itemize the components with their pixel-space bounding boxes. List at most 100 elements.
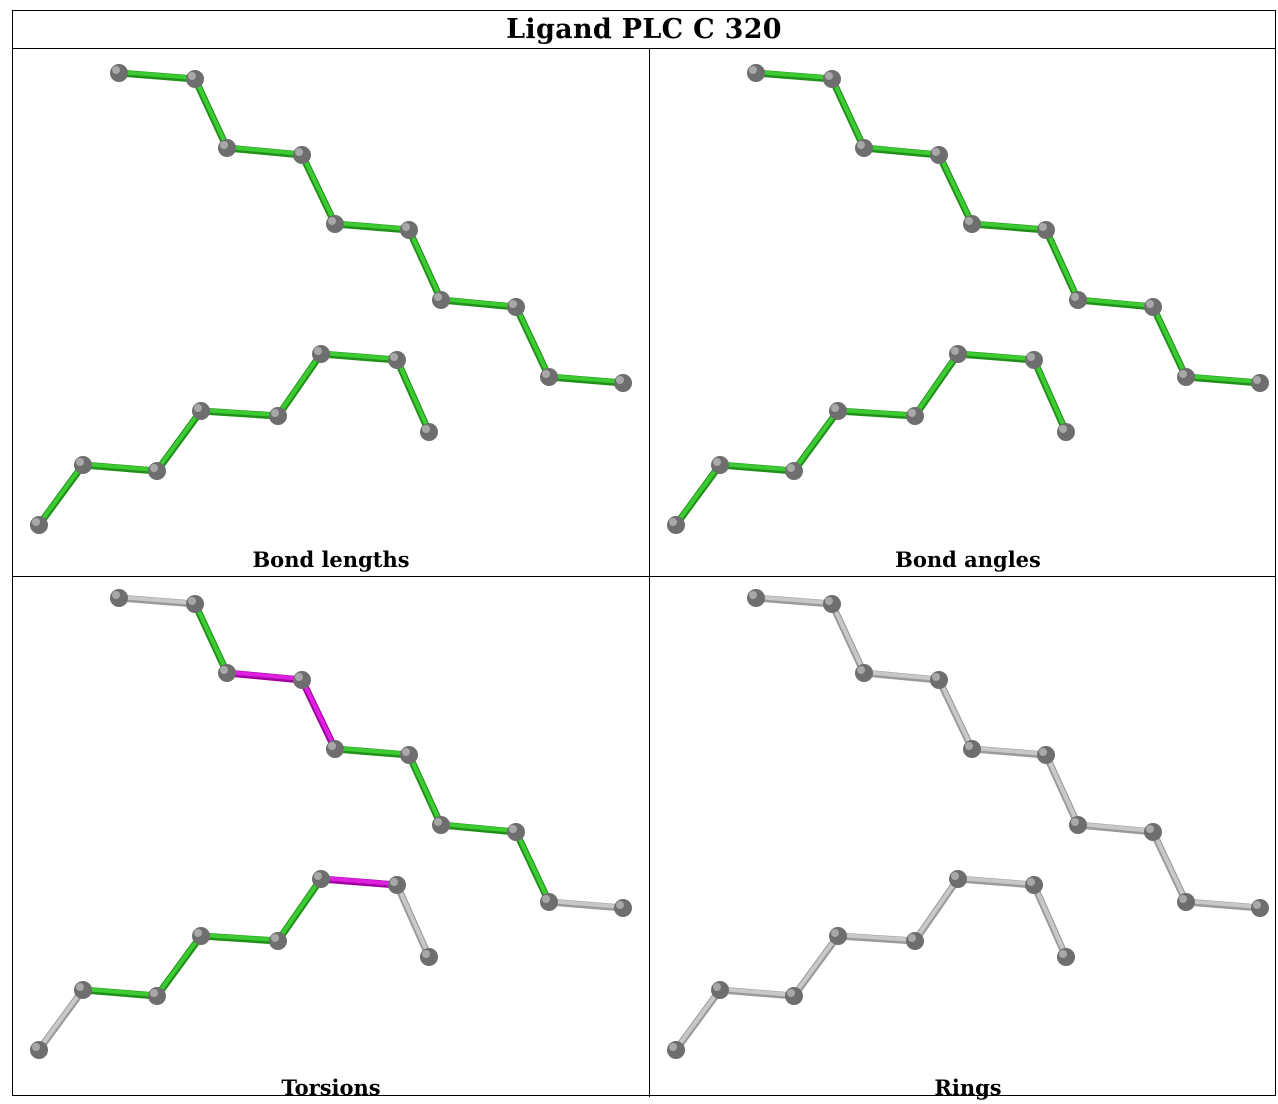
bond-ok	[405, 751, 445, 829]
atom	[218, 139, 236, 157]
bond-ok	[153, 932, 205, 1000]
bond-none	[1074, 821, 1157, 836]
atom	[614, 374, 632, 392]
molecule-torsions	[30, 589, 632, 1059]
atom	[1177, 368, 1195, 386]
bond-none	[1182, 898, 1264, 912]
atom	[420, 423, 438, 441]
bond-none	[790, 932, 842, 1000]
atom	[785, 987, 803, 1005]
bond-ok	[545, 373, 627, 387]
atom	[326, 215, 344, 233]
atom	[540, 368, 558, 386]
atom	[74, 456, 92, 474]
atom	[1177, 893, 1195, 911]
atom	[400, 746, 418, 764]
atom	[400, 221, 418, 239]
atom	[667, 516, 685, 534]
molecule-bond-lengths	[30, 64, 632, 534]
bond-none	[716, 986, 798, 1000]
atom	[186, 595, 204, 613]
bond-ok	[437, 296, 520, 311]
atom	[432, 816, 450, 834]
bond-ok	[911, 350, 962, 420]
bond-ok	[274, 350, 325, 420]
atom	[540, 893, 558, 911]
bond-ok	[191, 600, 231, 677]
atom	[312, 345, 330, 363]
bond-ok	[317, 350, 401, 364]
bond-ok	[1149, 303, 1190, 381]
title-bar: Ligand PLC C 320	[13, 11, 1275, 49]
bond-ok	[672, 461, 724, 529]
bond-outlier	[223, 669, 306, 684]
vertical-divider	[649, 49, 650, 1097]
atom	[823, 70, 841, 88]
caption-torsions: Torsions	[281, 1075, 381, 1100]
atom	[293, 671, 311, 689]
atom	[1037, 221, 1055, 239]
bond-ok	[274, 875, 325, 945]
bond-outlier	[298, 676, 339, 753]
bond-none	[968, 745, 1050, 759]
atom	[507, 298, 525, 316]
bond-ok	[153, 407, 205, 475]
atom	[186, 70, 204, 88]
atom	[949, 870, 967, 888]
atom	[293, 146, 311, 164]
bond-ok	[298, 151, 339, 228]
bond-none	[115, 594, 199, 608]
bond-none	[1042, 751, 1082, 829]
atom	[930, 671, 948, 689]
atom	[855, 664, 873, 682]
molecule-rings	[667, 589, 1269, 1059]
atom	[312, 870, 330, 888]
bond-none	[393, 881, 433, 961]
figure-title: Ligand PLC C 320	[506, 14, 782, 45]
bond-none	[860, 669, 943, 684]
bond-none	[954, 875, 1038, 889]
atom	[218, 664, 236, 682]
atom	[667, 1041, 685, 1059]
atom	[747, 589, 765, 607]
bond-ok	[954, 350, 1038, 364]
atom	[949, 345, 967, 363]
bond-ok	[79, 986, 161, 1000]
panel-rings: Rings	[650, 577, 1278, 1104]
bond-none	[935, 676, 976, 753]
panel-bond-angles: Bond angles	[650, 49, 1278, 576]
atom	[747, 64, 765, 82]
caption-bond-angles: Bond angles	[895, 547, 1041, 572]
atom	[1144, 823, 1162, 841]
atom	[148, 987, 166, 1005]
atom	[420, 948, 438, 966]
atom	[855, 139, 873, 157]
atom	[388, 351, 406, 369]
atom	[829, 927, 847, 945]
bond-ok	[331, 745, 413, 759]
bond-ok	[752, 69, 836, 83]
atom	[507, 823, 525, 841]
bond-ok	[716, 461, 798, 475]
atom	[930, 146, 948, 164]
atom	[269, 932, 287, 950]
atom	[1251, 899, 1269, 917]
atom	[326, 740, 344, 758]
atom	[963, 740, 981, 758]
bond-ok	[935, 151, 976, 228]
bond-ok	[197, 932, 282, 945]
bond-ok	[35, 461, 87, 529]
atom	[1144, 298, 1162, 316]
bond-ok	[512, 303, 553, 381]
bond-ok	[834, 407, 919, 420]
atom	[30, 1041, 48, 1059]
bond-none	[1030, 881, 1070, 961]
horizontal-divider	[13, 576, 1275, 577]
bond-ok	[828, 75, 868, 152]
atom	[110, 64, 128, 82]
bond-ok	[331, 220, 413, 234]
atom	[1251, 374, 1269, 392]
bond-none	[1149, 828, 1190, 906]
bond-ok	[1042, 226, 1082, 304]
bond-ok	[790, 407, 842, 475]
